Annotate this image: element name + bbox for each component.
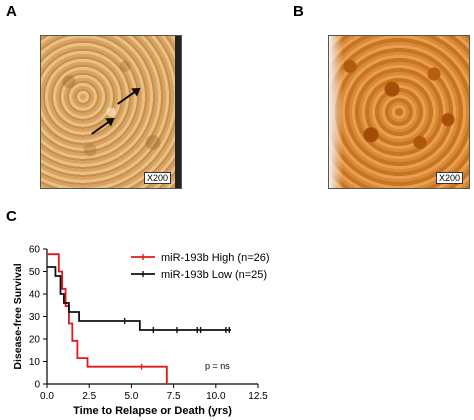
panel-c-label: C bbox=[6, 208, 17, 225]
legend-label-1: miR-193b Low (n=25) bbox=[161, 269, 267, 281]
micrograph-b: X200 bbox=[328, 35, 470, 189]
panel-b-label: B bbox=[293, 3, 304, 20]
arrow-marker-lower bbox=[91, 118, 114, 135]
p-value-annotation: p = ns bbox=[205, 361, 230, 371]
x-tick-label-2: 5.0 bbox=[124, 391, 138, 402]
y-tick-label-3: 30 bbox=[29, 312, 41, 323]
x-axis-label: Time to Relapse or Death (yrs) bbox=[73, 405, 232, 417]
x-tick-label-4: 10.0 bbox=[206, 391, 226, 402]
y-tick-label-4: 40 bbox=[29, 290, 41, 301]
y-tick-label-6: 60 bbox=[29, 245, 41, 256]
magnification-label-b: X200 bbox=[435, 172, 463, 184]
magnification-label-a: X200 bbox=[143, 172, 171, 184]
x-tick-label-1: 2.5 bbox=[82, 391, 96, 402]
y-tick-label-5: 50 bbox=[29, 267, 41, 278]
y-tick-label-1: 10 bbox=[29, 357, 41, 368]
series-line-1 bbox=[47, 266, 231, 331]
y-axis-label: Disease-free Survival bbox=[12, 263, 24, 369]
arrow-marker-upper bbox=[117, 88, 140, 105]
x-tick-label-0: 0.0 bbox=[40, 391, 54, 402]
x-tick-label-5: 12.5 bbox=[248, 391, 268, 402]
series-line-0 bbox=[47, 253, 168, 384]
legend-label-0: miR-193b High (n=26) bbox=[161, 252, 270, 264]
survival-chart: 0.0 2.5 5.0 7.5 10.0 12.5 0 10 20 30 40 50 60 Time to… bbox=[12, 245, 270, 418]
y-tick-label-2: 20 bbox=[29, 335, 41, 346]
y-tick-label-0: 0 bbox=[34, 380, 40, 391]
x-tick-label-3: 7.5 bbox=[167, 391, 181, 402]
micrograph-a: X200 bbox=[40, 35, 182, 189]
panel-a-label: A bbox=[6, 3, 17, 20]
